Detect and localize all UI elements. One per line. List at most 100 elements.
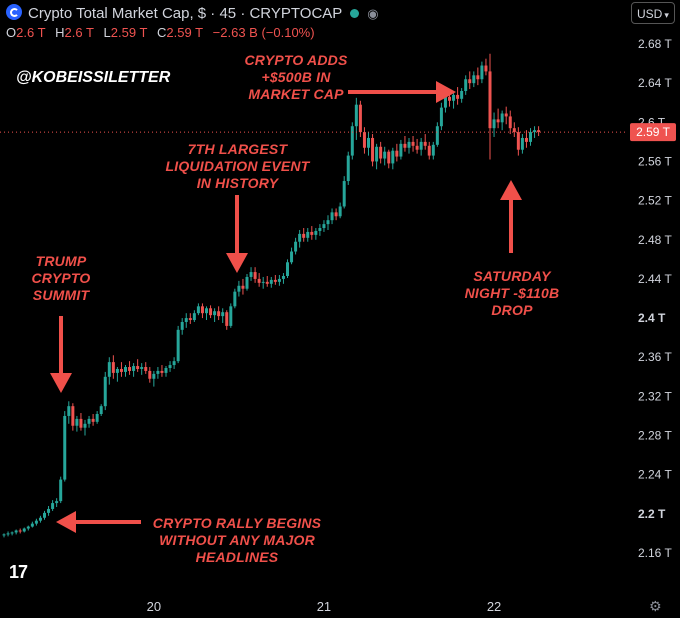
y-tick-label: 2.48 T	[638, 233, 672, 247]
candle-body	[484, 65, 488, 72]
annotation-summit: TRUMP CRYPTO SUMMIT	[31, 253, 91, 303]
summit-arrow-head	[50, 373, 72, 393]
candle-body	[281, 275, 285, 279]
close-value: 2.59 T	[166, 25, 204, 40]
candle-body	[302, 233, 306, 238]
annotation-liquidation: 7TH LARGEST LIQUIDATION EVENT IN HISTORY	[165, 141, 310, 191]
candle-body	[128, 367, 132, 371]
candle-body	[107, 362, 111, 377]
candle-body	[520, 137, 524, 150]
candle-body	[144, 367, 148, 371]
candle-body	[322, 224, 326, 229]
candle-body	[411, 141, 415, 146]
candle-body	[492, 119, 496, 129]
currency-select[interactable]: USD ▾	[631, 2, 675, 24]
y-tick-label: 2.16 T	[638, 546, 672, 560]
chart-title: Crypto Total Market Cap, $ · 45 · CRYPTO…	[28, 5, 343, 22]
candle-body	[338, 206, 342, 217]
candle-body	[431, 144, 435, 156]
candle-body	[334, 212, 338, 217]
candle-body	[488, 71, 492, 129]
candle-body	[306, 231, 310, 238]
y-tick-label: 2.2 T	[638, 507, 666, 521]
liquidation-arrow-head	[226, 253, 248, 273]
candle-body	[213, 311, 217, 316]
candle-body	[391, 150, 395, 164]
x-tick-label: 20	[147, 599, 161, 614]
candle-body	[79, 418, 83, 428]
y-tick-label: 2.44 T	[638, 272, 672, 286]
candle-body	[156, 370, 160, 374]
market-status-dot-icon	[350, 9, 360, 18]
eye-icon[interactable]: ◉	[367, 6, 379, 21]
candle-body	[237, 285, 241, 292]
candle-body	[91, 418, 95, 422]
candle-body	[192, 313, 196, 321]
high-value: 2.6 T	[64, 25, 94, 40]
annotation-arrows	[50, 81, 522, 533]
candle-body	[261, 281, 265, 283]
watermark-handle: @KOBEISSILETTER	[16, 69, 171, 86]
ohlc-readout: O2.6 T H2.6 T L2.59 T C2.59 T −2.63 B (−…	[6, 25, 315, 40]
saturday-arrow-head	[500, 180, 522, 200]
candle-body	[419, 141, 423, 150]
candle-body	[504, 113, 508, 117]
y-tick-label: 2.4 T	[638, 311, 666, 325]
candle-body	[537, 130, 541, 133]
candle-body	[427, 145, 431, 156]
candle-body	[403, 143, 407, 148]
candle-body	[460, 90, 464, 99]
candle-body	[229, 306, 233, 326]
y-tick-label: 2.52 T	[638, 194, 672, 208]
candle-body	[103, 376, 107, 407]
x-tick-label: 21	[317, 599, 331, 614]
candle-body	[277, 278, 281, 282]
candle-body	[265, 281, 269, 284]
candle-body	[269, 279, 273, 284]
y-tick-label: 2.36 T	[638, 350, 672, 364]
candle-body	[10, 532, 14, 534]
candle-body	[119, 368, 123, 372]
candle-body	[30, 523, 34, 527]
candle-body	[148, 370, 152, 379]
candle-body	[124, 367, 127, 372]
candle-body	[253, 272, 257, 279]
candle-body	[83, 423, 87, 428]
candle-body	[350, 126, 354, 156]
x-axis: 20 21 22	[147, 599, 502, 614]
candle-body	[87, 418, 91, 424]
candle-body	[132, 366, 136, 371]
candle-body	[180, 321, 184, 330]
candle-body	[294, 241, 298, 252]
open-value: 2.6 T	[16, 25, 46, 40]
candle-body	[14, 530, 18, 533]
last-price-label: 2.59 T	[636, 125, 670, 139]
y-tick-label: 2.68 T	[638, 37, 672, 51]
candle-body	[38, 517, 42, 521]
candle-body	[160, 370, 164, 373]
y-tick-label: 2.28 T	[638, 429, 672, 443]
candle-body	[448, 96, 451, 101]
candle-body	[375, 146, 379, 162]
candle-body	[241, 285, 245, 289]
y-axis: 2.68 T2.64 T2.6 T2.56 T2.52 T2.48 T2.44 …	[630, 37, 676, 560]
candle-body	[395, 150, 399, 157]
candle-body	[273, 279, 277, 282]
candle-body	[533, 130, 537, 133]
settings-icon[interactable]: ⚙	[649, 598, 662, 614]
candle-body	[43, 512, 46, 518]
candle-body	[379, 146, 383, 159]
candle-body	[257, 278, 261, 283]
cryptocap-logo-icon	[6, 4, 22, 20]
low-value: 2.59 T	[110, 25, 148, 40]
candle-body	[290, 251, 294, 263]
candle-body	[423, 141, 427, 146]
candle-body	[225, 312, 229, 326]
candle-body	[476, 75, 480, 80]
candle-body	[18, 530, 22, 532]
candle-body	[383, 151, 387, 159]
candle-body	[184, 318, 188, 322]
candle-body	[371, 137, 375, 162]
candle-body	[63, 415, 67, 480]
